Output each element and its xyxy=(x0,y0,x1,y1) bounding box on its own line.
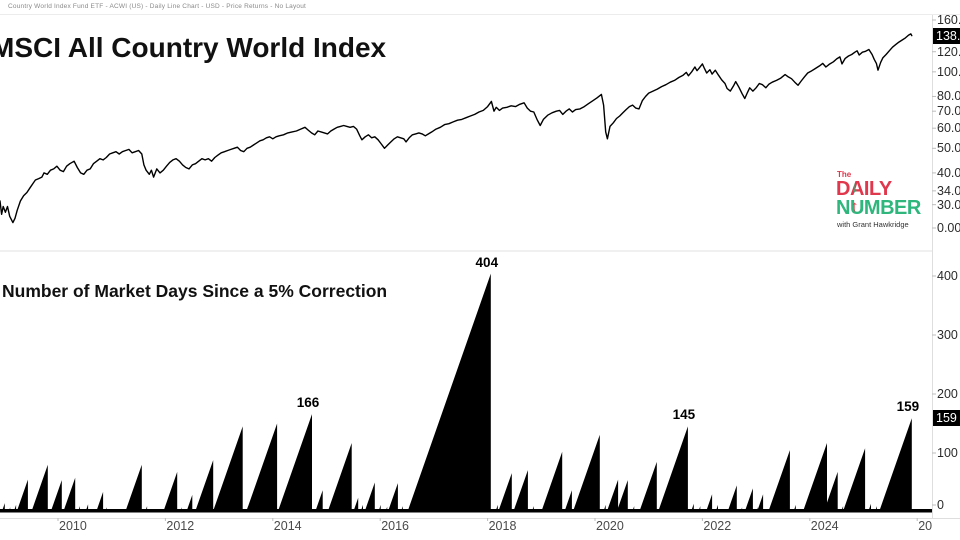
peak-annotation: 404 xyxy=(475,254,499,270)
logo-letter: N xyxy=(836,197,850,219)
x-axis-label: 2016 xyxy=(381,519,409,533)
x-axis-label: 2012 xyxy=(166,519,195,533)
x-axis-label: 2020 xyxy=(596,519,624,533)
days-y-axis-label: 100 xyxy=(937,446,958,460)
price-line-path[interactable] xyxy=(0,33,913,224)
logo-letter-a: A ↓ xyxy=(849,178,864,200)
days-panel-title: Number of Market Days Since a 5% Correct… xyxy=(2,281,388,301)
up-arrow-icon: ↑ xyxy=(850,198,859,215)
price-y-axis-label: 40.0 xyxy=(937,165,960,180)
logo-letter-u: U ↑ xyxy=(849,197,864,219)
down-arrow-icon: ↓ xyxy=(850,179,859,196)
peak-annotation: 145 xyxy=(672,407,696,423)
price-panel-title: MSCI All Country World Index xyxy=(0,32,387,63)
sawtooth-area[interactable] xyxy=(1,273,912,512)
price-y-axis-label: 80.0 xyxy=(937,89,960,104)
logo-tagline: with Grant Hawkridge xyxy=(837,220,909,229)
days-y-axis-label: 300 xyxy=(937,328,958,342)
peak-annotation: 166 xyxy=(296,395,320,411)
x-axis-label: 2010 xyxy=(59,519,87,533)
price-y-axis-label: 70.0 xyxy=(937,104,960,119)
x-axis[interactable]: 2010 2012 2014 2016 2018 2020 2022 2024 20 xyxy=(0,519,934,537)
x-axis-label: 2014 xyxy=(273,519,302,533)
peak-annotation: 159 xyxy=(896,399,920,415)
logo-word-number: NU ↑ MBER xyxy=(836,198,946,218)
last-days-badge: 159 xyxy=(933,410,960,427)
price-y-axis-label: 30.0 xyxy=(937,197,960,212)
logo-the: The xyxy=(837,170,852,179)
logo-letters: MBER xyxy=(863,197,921,219)
x-axis-label: 2022 xyxy=(703,519,732,533)
logo-letter: D xyxy=(836,178,850,200)
days-y-axis-label: 400 xyxy=(937,269,958,283)
price-y-axis-label: 50.0 xyxy=(937,141,960,156)
axis-ticks xyxy=(57,19,936,521)
price-y-axis-label: 160. xyxy=(937,13,960,27)
last-price-badge: 138. xyxy=(933,27,960,44)
toolbar-breadcrumb: Country World Index Fund ETF - ACWI (US)… xyxy=(8,3,307,10)
days-y-axis-label: 200 xyxy=(937,387,958,401)
zero-baseline xyxy=(0,509,932,513)
x-axis-label: 20 xyxy=(918,519,933,533)
price-y-axis-label: 60.0 xyxy=(937,121,960,136)
daily-number-logo: The DA ↓ ILY NU ↑ MBER with Grant Hawkridge xyxy=(836,171,946,229)
x-axis-label: 2024 xyxy=(810,519,839,533)
price-y-axis-label: 0.00 xyxy=(937,221,960,235)
price-y-axis-label: 100. xyxy=(937,64,960,79)
price-y-axis-label: 120. xyxy=(937,44,960,59)
price-y-axis-label: 34.0 xyxy=(937,183,960,198)
x-axis-label: 2018 xyxy=(488,519,517,533)
logo-word-daily: DA ↓ ILY xyxy=(836,179,946,199)
logo-letters: ILY xyxy=(863,178,892,200)
days-y-axis-label: 0 xyxy=(937,498,944,512)
